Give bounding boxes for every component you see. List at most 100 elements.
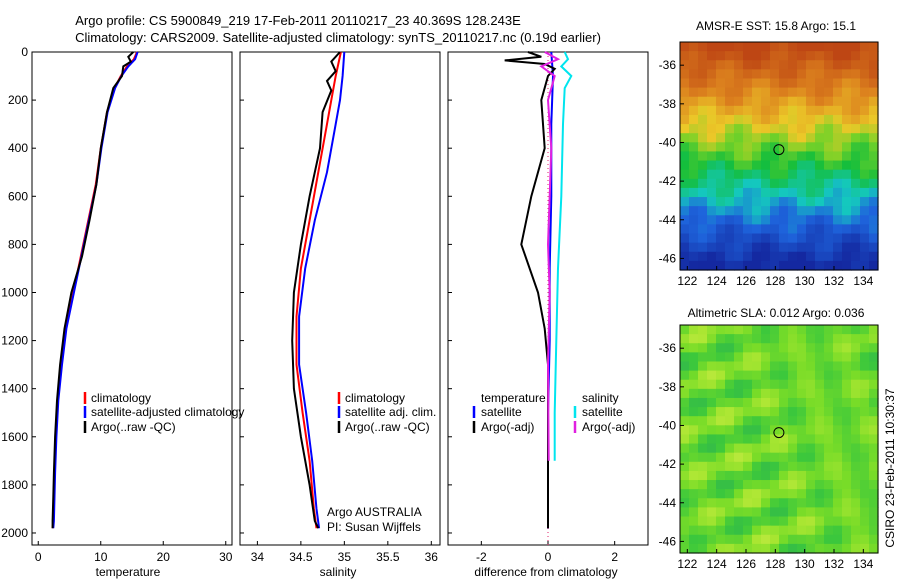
- y-tick-label: 1800: [1, 478, 28, 492]
- map-cell: [725, 516, 735, 527]
- map-cell: [761, 498, 771, 508]
- map-cell: [815, 325, 825, 335]
- map-cell: [725, 443, 735, 454]
- map-cell: [815, 105, 825, 116]
- map-cell: [689, 160, 699, 171]
- map-cell: [725, 388, 735, 399]
- map-cell: [779, 480, 789, 490]
- map-cell: [824, 142, 834, 153]
- x-tick-label: 122: [677, 557, 697, 571]
- map-cell: [869, 507, 879, 518]
- map-cell: [806, 388, 816, 399]
- map-cell: [788, 379, 798, 390]
- map-cell: [842, 534, 852, 545]
- map-cell: [698, 343, 708, 353]
- map-cell: [860, 51, 870, 61]
- map-cell: [779, 215, 789, 225]
- map-cell: [779, 251, 789, 262]
- map-cell: [833, 397, 843, 408]
- map-cell: [734, 178, 744, 189]
- map-cell: [779, 452, 789, 463]
- map-cell: [869, 224, 879, 235]
- map-cell: [689, 233, 699, 244]
- map-cell: [860, 334, 870, 344]
- map-cell: [860, 434, 870, 445]
- map-cell: [815, 343, 825, 353]
- map-cell: [743, 233, 753, 244]
- map-cell: [842, 516, 852, 527]
- map-cell: [842, 142, 852, 153]
- map-cell: [851, 407, 861, 417]
- map-cell: [788, 233, 798, 244]
- map-cell: [869, 233, 879, 244]
- map-cell: [743, 124, 753, 134]
- map-cell: [716, 443, 726, 454]
- map-cell: [788, 480, 798, 490]
- y-tick-label: 400: [8, 141, 28, 155]
- map-cell: [698, 361, 708, 372]
- y-tick-label: 600: [8, 189, 28, 203]
- map-cell: [860, 260, 870, 271]
- map-cell: [860, 78, 870, 89]
- map-cell: [779, 42, 789, 52]
- map-cell: [851, 133, 861, 143]
- map-cell: [689, 416, 699, 426]
- map-cell: [842, 489, 852, 499]
- map-cell: [815, 443, 825, 454]
- map-cell: [833, 334, 843, 344]
- map-cell: [833, 425, 843, 436]
- map-cell: [833, 416, 843, 426]
- map-cell: [707, 480, 717, 490]
- map-cell: [797, 507, 807, 518]
- map-cell: [851, 178, 861, 189]
- map-cell: [860, 543, 870, 554]
- x-tick-label: 0: [35, 550, 42, 564]
- map-cell: [743, 489, 753, 499]
- map-cell: [815, 334, 825, 344]
- map-cell: [806, 169, 816, 180]
- map-cell: [752, 69, 762, 80]
- map-cell: [716, 178, 726, 189]
- map-cell: [806, 133, 816, 143]
- map-cell: [806, 507, 816, 518]
- map-cell: [680, 352, 690, 363]
- map-cell: [851, 96, 861, 107]
- map-cell: [851, 325, 861, 335]
- map-cell: [761, 452, 771, 463]
- map-cell: [734, 78, 744, 89]
- map-cell: [752, 334, 762, 344]
- map-cell: [725, 87, 735, 98]
- map-cell: [797, 461, 807, 472]
- map-cell: [851, 224, 861, 235]
- map-cell: [752, 534, 762, 545]
- map-cell: [770, 60, 780, 70]
- map-cell: [815, 96, 825, 107]
- map-cell: [824, 133, 834, 143]
- map-cell: [770, 197, 780, 207]
- map-cell: [752, 242, 762, 253]
- map-cell: [725, 507, 735, 518]
- map-cell: [869, 407, 879, 417]
- map-cell: [743, 224, 753, 235]
- map-cell: [716, 133, 726, 143]
- map-cell: [716, 114, 726, 125]
- map-cell: [743, 361, 753, 372]
- map-cell: [689, 443, 699, 454]
- map-cell: [779, 370, 789, 381]
- y-tick-label: 1600: [1, 430, 28, 444]
- legend-label-satellite: satellite adj. clim.: [345, 405, 436, 419]
- map-cell: [725, 160, 735, 171]
- map-cell: [770, 78, 780, 89]
- map-cell: [734, 187, 744, 198]
- map-cell: [680, 114, 690, 125]
- map-cell: [761, 142, 771, 153]
- map-cell: [698, 206, 708, 216]
- y-tick-label: -36: [659, 58, 677, 72]
- x-tick-label: 20: [157, 550, 171, 564]
- map-cell: [842, 370, 852, 381]
- map-cell: [815, 416, 825, 426]
- map-cell: [779, 325, 789, 335]
- map-cell: [743, 443, 753, 454]
- map-cell: [752, 325, 762, 335]
